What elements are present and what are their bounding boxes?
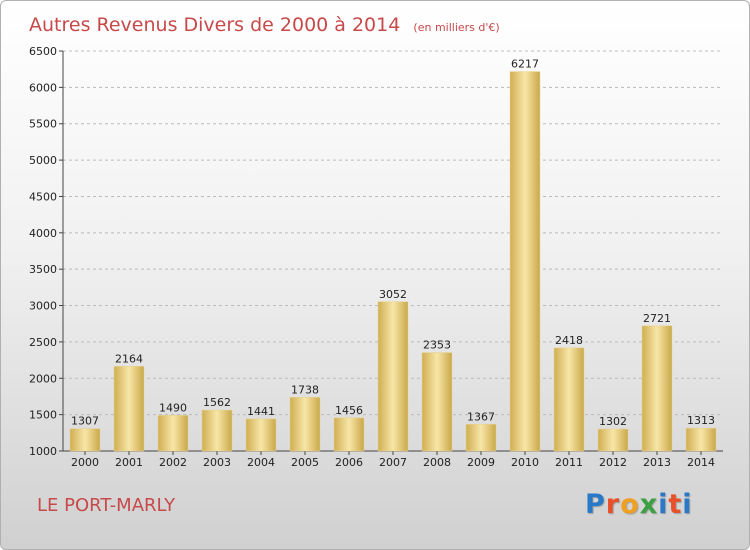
y-tick-label: 2500 xyxy=(29,336,57,349)
data-label-2011: 2418 xyxy=(555,334,583,347)
x-tick-label-2009: 2009 xyxy=(467,456,495,469)
y-tick-label: 1500 xyxy=(29,409,57,422)
y-tick-label: 6500 xyxy=(29,45,57,58)
x-tick-label-2000: 2000 xyxy=(71,456,99,469)
y-tick-label: 5000 xyxy=(29,154,57,167)
data-label-2002: 1490 xyxy=(159,401,187,414)
data-label-2009: 1367 xyxy=(467,410,495,423)
place-name: LE PORT-MARLY xyxy=(37,495,176,516)
x-tick-label-2001: 2001 xyxy=(115,456,143,469)
bar-2007 xyxy=(377,301,409,452)
bar-2008 xyxy=(421,352,453,452)
y-tick-label: 5500 xyxy=(29,118,57,131)
chart-title: Autres Revenus Divers de 2000 à 2014 (en… xyxy=(29,14,500,36)
x-tick-label-2002: 2002 xyxy=(159,456,187,469)
x-tick-label-2013: 2013 xyxy=(643,456,671,469)
data-label-2008: 2353 xyxy=(423,339,451,352)
y-tick-label: 1000 xyxy=(29,445,57,458)
logo-letter: r xyxy=(605,489,621,520)
data-label-2005: 1738 xyxy=(291,383,319,396)
x-tick-label-2007: 2007 xyxy=(379,456,407,469)
bar-2001 xyxy=(113,366,145,452)
x-tick-label-2004: 2004 xyxy=(247,456,275,469)
bar-2012 xyxy=(597,428,629,452)
x-tick-label-2014: 2014 xyxy=(687,456,715,469)
x-tick-label-2006: 2006 xyxy=(335,456,363,469)
bars-layer xyxy=(69,71,717,452)
x-tick-label-2011: 2011 xyxy=(555,456,583,469)
proxiti-logo: Proxiti xyxy=(585,489,693,520)
logo-letter: i xyxy=(682,489,693,520)
logo-letter: P xyxy=(585,489,606,520)
bar-2006 xyxy=(333,417,365,452)
x-tick-label-2010: 2010 xyxy=(511,456,539,469)
y-tick-label: 6000 xyxy=(29,81,57,94)
bar-2009 xyxy=(465,424,497,452)
logo-letter: i xyxy=(658,489,669,520)
y-tick-label: 4500 xyxy=(29,190,57,203)
y-tick-label: 3000 xyxy=(29,300,57,313)
y-tick-label: 4000 xyxy=(29,227,57,240)
x-tick-label-2005: 2005 xyxy=(291,456,319,469)
bar-2000 xyxy=(69,428,101,452)
y-tick-label: 2000 xyxy=(29,372,57,385)
logo-letter: x xyxy=(639,489,659,520)
logo-letter: o xyxy=(620,489,640,520)
bar-2003 xyxy=(201,409,233,452)
bar-2014 xyxy=(685,427,717,452)
y-tick-label: 3500 xyxy=(29,263,57,276)
data-label-2010: 6217 xyxy=(511,58,539,71)
bar-2013 xyxy=(641,325,673,452)
x-tick-label-2008: 2008 xyxy=(423,456,451,469)
x-tick-label-2003: 2003 xyxy=(203,456,231,469)
bar-2010 xyxy=(509,71,541,452)
bar-2004 xyxy=(245,418,277,452)
data-label-2003: 1562 xyxy=(203,396,231,409)
data-label-2001: 2164 xyxy=(115,352,143,365)
data-label-2014: 1313 xyxy=(687,414,715,427)
labels-layer: 1307 2000 2164 2001 1490 2002 1562 2003 1441 2004… xyxy=(71,58,715,469)
bar-2011 xyxy=(553,347,585,452)
data-label-2012: 1302 xyxy=(599,415,627,428)
data-label-2007: 3052 xyxy=(379,288,407,301)
bar-2005 xyxy=(289,397,321,452)
bar-2002 xyxy=(157,415,189,452)
data-label-2013: 2721 xyxy=(643,312,671,325)
x-tick-label-2012: 2012 xyxy=(599,456,627,469)
chart-title-text: Autres Revenus Divers de 2000 à 2014 xyxy=(29,14,400,36)
data-label-2000: 1307 xyxy=(71,415,99,428)
chart-subtitle: (en milliers d'€) xyxy=(413,21,499,34)
logo-letter: t xyxy=(668,489,683,520)
data-label-2006: 1456 xyxy=(335,404,363,417)
data-label-2004: 1441 xyxy=(247,405,275,418)
